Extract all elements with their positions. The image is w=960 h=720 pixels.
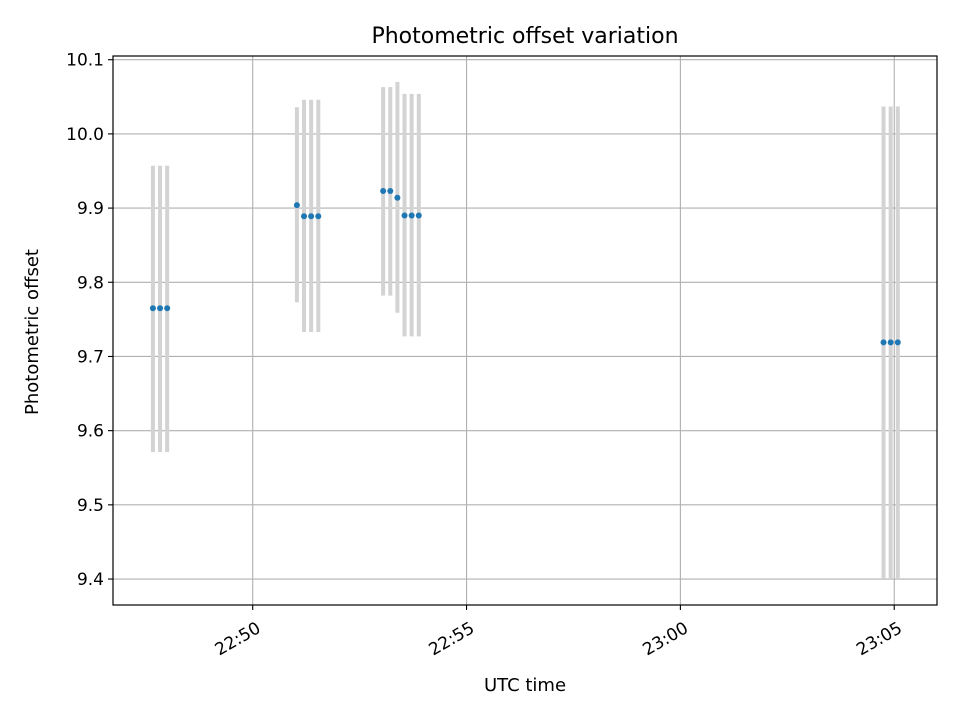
y-tick-label: 9.9 [77, 199, 104, 219]
data-point [401, 212, 408, 219]
data-point [415, 212, 422, 219]
x-axis-label: UTC time [484, 675, 566, 696]
y-tick-label: 9.6 [77, 422, 104, 442]
data-point [301, 213, 308, 220]
data-point [157, 305, 164, 312]
data-point [380, 188, 387, 195]
y-tick-label: 9.7 [77, 347, 104, 367]
data-point [308, 213, 315, 220]
data-point [164, 305, 171, 312]
data-point [394, 194, 401, 201]
y-tick-label: 10.0 [66, 125, 104, 145]
data-point [880, 339, 887, 346]
grid [113, 56, 937, 605]
data-point [387, 188, 394, 195]
y-tick-label: 9.4 [77, 570, 104, 590]
y-axis-ticks: 9.4 9.5 9.6 9.7 9.8 9.9 10.0 10.1 [66, 51, 113, 590]
y-tick-label: 9.8 [77, 273, 104, 293]
data-point [408, 212, 415, 219]
data-points [149, 188, 901, 346]
chart-title: Photometric offset variation [371, 24, 678, 49]
data-point [149, 305, 156, 312]
data-point [887, 339, 894, 346]
y-tick-label: 10.1 [66, 51, 104, 71]
y-axis-label: Photometric offset [22, 249, 43, 415]
data-point [315, 213, 322, 220]
plot-frame [112, 55, 938, 606]
data-point [894, 339, 901, 346]
y-tick-label: 9.5 [77, 496, 104, 516]
data-point [293, 202, 300, 209]
